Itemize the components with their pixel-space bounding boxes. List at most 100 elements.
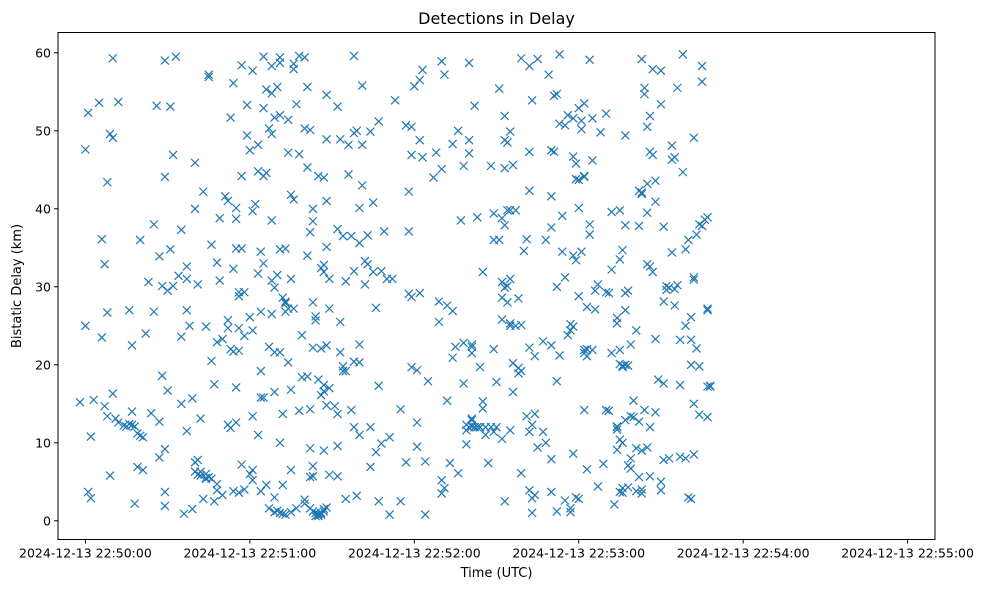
data-point	[659, 455, 669, 465]
data-point	[349, 266, 359, 276]
data-point	[390, 95, 400, 105]
data-point	[168, 150, 178, 160]
data-point	[659, 379, 669, 388]
data-point	[157, 371, 167, 381]
data-point	[201, 322, 211, 331]
data-point	[286, 385, 296, 395]
data-point	[651, 334, 660, 344]
data-point	[267, 61, 277, 71]
data-point	[552, 282, 562, 292]
x-tick-label: 2024-12-13 22:52:00	[348, 546, 481, 561]
data-point	[612, 421, 622, 431]
data-point	[338, 231, 348, 241]
data-point	[275, 58, 285, 68]
data-point	[678, 167, 688, 177]
data-point	[640, 83, 649, 93]
data-point	[281, 510, 290, 519]
data-point	[209, 496, 219, 506]
data-point	[634, 472, 644, 482]
data-point	[612, 319, 622, 328]
data-point	[407, 362, 416, 372]
data-point	[292, 99, 301, 109]
y-tick-label: 10	[35, 435, 51, 450]
data-point	[681, 321, 691, 331]
data-point	[464, 148, 474, 158]
data-point	[83, 487, 93, 497]
data-point	[631, 486, 641, 496]
data-point	[333, 441, 342, 451]
data-point	[697, 61, 707, 71]
data-point	[322, 196, 332, 206]
data-point	[218, 334, 227, 344]
data-point	[231, 418, 241, 427]
data-point	[500, 283, 510, 292]
data-point	[593, 482, 603, 491]
data-point	[508, 160, 518, 170]
data-point	[308, 471, 318, 481]
data-point	[256, 247, 266, 257]
data-point	[212, 258, 222, 268]
data-point	[656, 485, 666, 495]
data-point	[590, 286, 600, 296]
data-point	[450, 342, 460, 352]
data-point	[366, 462, 375, 472]
data-point	[656, 477, 666, 487]
data-point	[160, 56, 170, 66]
data-point	[626, 464, 636, 473]
data-point	[533, 54, 543, 64]
data-point	[154, 417, 164, 427]
data-point	[590, 304, 600, 314]
data-point	[703, 382, 712, 392]
data-point	[489, 209, 499, 218]
data-point	[80, 145, 90, 154]
data-point	[261, 480, 271, 490]
data-point	[648, 267, 658, 277]
data-point	[560, 120, 570, 130]
data-point	[234, 346, 244, 356]
data-point	[237, 244, 247, 253]
data-point	[270, 492, 279, 502]
data-point	[615, 487, 625, 497]
data-point	[601, 109, 611, 119]
data-point	[505, 319, 515, 328]
data-point	[587, 155, 597, 165]
data-point	[544, 70, 553, 80]
data-point	[374, 496, 384, 506]
data-point	[568, 113, 578, 123]
data-point	[234, 488, 244, 498]
data-point	[237, 60, 247, 70]
data-point	[100, 259, 110, 269]
data-point	[149, 219, 159, 229]
data-point	[675, 335, 685, 345]
data-point	[127, 340, 137, 350]
data-point	[355, 238, 364, 248]
data-point	[489, 344, 499, 354]
data-point	[324, 383, 334, 393]
data-point	[552, 89, 562, 99]
data-point	[497, 434, 507, 444]
data-point	[209, 379, 219, 389]
data-point	[667, 248, 677, 257]
data-point	[152, 101, 162, 111]
data-point	[566, 326, 575, 335]
data-point	[656, 99, 666, 109]
data-point	[472, 422, 482, 432]
data-point	[467, 348, 477, 358]
data-point	[448, 139, 458, 149]
data-point	[182, 426, 192, 436]
data-point	[302, 163, 312, 172]
data-point	[324, 274, 334, 284]
data-point	[355, 430, 364, 440]
data-point	[467, 414, 477, 424]
data-point	[281, 298, 290, 308]
data-point	[516, 468, 526, 478]
data-point	[503, 205, 512, 215]
data-point	[659, 297, 669, 307]
data-point	[160, 172, 170, 182]
data-point	[566, 503, 575, 513]
data-point	[664, 283, 674, 292]
data-point	[204, 472, 214, 482]
data-point	[220, 191, 230, 201]
data-point	[418, 152, 427, 162]
data-point	[648, 64, 658, 74]
